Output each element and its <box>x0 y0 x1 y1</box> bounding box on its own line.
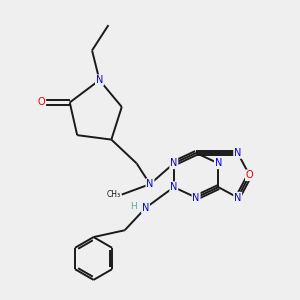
Text: N: N <box>234 193 242 202</box>
Text: O: O <box>38 98 45 107</box>
Text: N: N <box>215 158 222 168</box>
Text: N: N <box>170 182 178 192</box>
Text: N: N <box>142 203 149 213</box>
Text: N: N <box>170 158 178 168</box>
Text: N: N <box>146 179 154 189</box>
Text: N: N <box>192 193 200 202</box>
Text: N: N <box>234 148 242 158</box>
Text: N: N <box>96 75 103 85</box>
Text: H: H <box>130 202 136 211</box>
Text: CH₃: CH₃ <box>106 190 120 199</box>
Text: O: O <box>246 170 254 180</box>
